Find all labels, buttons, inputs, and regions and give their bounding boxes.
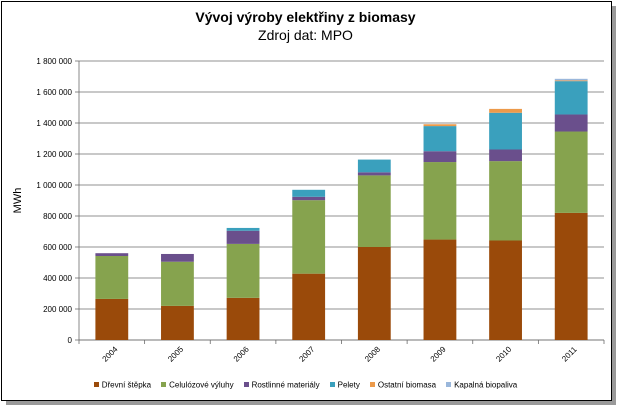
bar-segment <box>554 81 588 115</box>
y-tick-label: 1 400 000 <box>36 119 72 128</box>
y-tick-label: 800 000 <box>43 212 72 221</box>
bar-segment <box>161 261 194 306</box>
legend-item: Kapalná biopaliva <box>446 380 517 389</box>
chart-legend: Dřevní štěpka Celulózové výluhy Rostlinné … <box>0 380 611 389</box>
bar-segment <box>226 227 260 231</box>
x-tick-label: 2006 <box>232 344 251 363</box>
y-tick-label: 1 600 000 <box>36 88 72 97</box>
x-tick-label: 2008 <box>363 344 382 363</box>
x-tick-label: 2005 <box>166 344 185 363</box>
bar-segment <box>554 78 588 81</box>
bar-segment <box>292 273 326 340</box>
bar-segment <box>554 212 588 340</box>
legend-swatch <box>446 382 452 388</box>
legend-swatch <box>243 382 249 388</box>
bar-segment <box>357 172 391 176</box>
y-tick-label: 400 000 <box>43 274 72 283</box>
x-tick-label: 2010 <box>494 344 513 363</box>
bar-segment <box>161 305 194 340</box>
bar-segment <box>554 80 588 82</box>
y-tick-label: 600 000 <box>43 243 72 252</box>
legend-item: Rostlinné materiály <box>243 380 320 390</box>
bar-segment <box>489 161 522 241</box>
legend-swatch <box>369 382 375 388</box>
bar-segment <box>357 247 391 340</box>
bar-segment <box>423 162 457 240</box>
bar-segment <box>95 255 129 299</box>
bar-segment <box>357 159 391 173</box>
chart-title: Vývoj výroby elektřiny z biomasy <box>195 9 416 25</box>
legend-item: Dřevní štěpka <box>93 380 152 390</box>
y-tick-label: 200 000 <box>43 305 72 314</box>
bar-segment <box>489 149 522 162</box>
bar-segment <box>95 298 129 340</box>
bar-segment <box>489 108 522 113</box>
legend-label: Rostlinné materiály <box>251 380 320 390</box>
bar-segment <box>226 230 260 244</box>
legend-label: Ostatní biomasa <box>377 380 437 390</box>
legend-item: Celulózové výluhy <box>161 380 234 390</box>
legend-item: Ostatní biomasa <box>369 380 437 390</box>
legend-swatch <box>93 382 99 388</box>
bar-segment <box>357 175 391 247</box>
legend-item: Pelety <box>329 380 360 390</box>
legend-label: Kapalná biopaliva <box>454 380 518 390</box>
bar-segment <box>489 112 522 150</box>
chart-subtitle: Zdroj dat: MPO <box>258 27 353 43</box>
bar-segment <box>423 151 457 163</box>
legend-label: Celulózové výluhy <box>169 380 234 390</box>
x-tick-label: 2011 <box>560 345 579 364</box>
bar-segment <box>161 253 194 262</box>
bar-segment <box>292 196 326 201</box>
bar-segment <box>292 200 326 274</box>
x-tick-label: 2007 <box>297 344 316 363</box>
bar-segment <box>95 253 129 256</box>
y-tick-label: 1 800 000 <box>36 57 72 66</box>
bar-segment <box>226 297 260 340</box>
legend-swatch <box>329 382 335 388</box>
bar-segment <box>423 126 457 152</box>
y-tick-label: 1 200 000 <box>36 150 72 159</box>
y-tick-label: 1 000 000 <box>36 181 72 190</box>
bar-segment <box>423 124 457 127</box>
bar-segment <box>423 239 457 340</box>
legend-label: Dřevní štěpka <box>101 380 152 390</box>
y-axis-label: MWh <box>12 188 24 214</box>
bar-segment <box>554 131 588 213</box>
bar-segment <box>292 189 326 197</box>
bar-segment <box>489 240 522 340</box>
plot-area <box>79 61 604 340</box>
chart-plot: 0 200 000 400 000 600 000 800 000 1 000 000 1 … <box>12 57 605 364</box>
legend-label: Pelety <box>337 380 360 390</box>
x-tick-label: 2009 <box>429 344 448 363</box>
y-tick-label: 0 <box>68 336 73 345</box>
legend-swatch <box>161 382 167 388</box>
x-tick-label: 2004 <box>101 344 120 363</box>
bar-segment <box>554 114 588 132</box>
bar-segment <box>226 243 260 298</box>
